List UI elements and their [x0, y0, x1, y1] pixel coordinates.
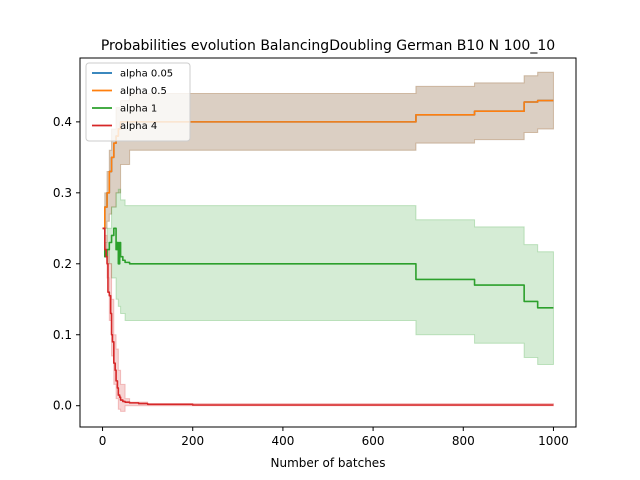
x-axis: 0 200 400 600 800 1000	[99, 427, 569, 448]
legend-label-alpha-0-05: alpha 0.05	[120, 69, 173, 80]
line-alpha-1	[102, 227, 554, 309]
y-tick-label: 0.3	[53, 186, 72, 200]
y-tick-label: 0.1	[53, 328, 72, 342]
line-alpha-4	[102, 227, 554, 406]
x-tick-label: 0	[99, 434, 107, 448]
x-tick-label: 800	[452, 434, 475, 448]
y-tick-label: 0.2	[53, 257, 72, 271]
legend-label-alpha-1: alpha 1	[120, 104, 157, 115]
y-tick-label: 0.4	[53, 115, 72, 129]
legend-label-alpha-4: alpha 4	[120, 121, 157, 132]
x-tick-label: 200	[181, 434, 204, 448]
confidence-bands	[102, 71, 554, 412]
x-tick-label: 400	[271, 434, 294, 448]
legend: alpha 0.05 alpha 0.5 alpha 1 alpha 4	[85, 62, 191, 142]
plot-frame	[79, 57, 577, 428]
x-tick-label: 1000	[538, 434, 569, 448]
band-alpha-4	[102, 227, 554, 412]
legend-box	[85, 62, 191, 142]
chart-title: Probabilities evolution BalancingDoublin…	[101, 38, 555, 54]
y-tick-label: 0.0	[53, 399, 72, 413]
legend-label-alpha-0-5: alpha 0.5	[120, 86, 167, 97]
x-axis-label: Number of batches	[271, 456, 386, 470]
y-axis: 0.0 0.1 0.2 0.3 0.4	[53, 115, 80, 413]
x-tick-label: 600	[362, 434, 385, 448]
